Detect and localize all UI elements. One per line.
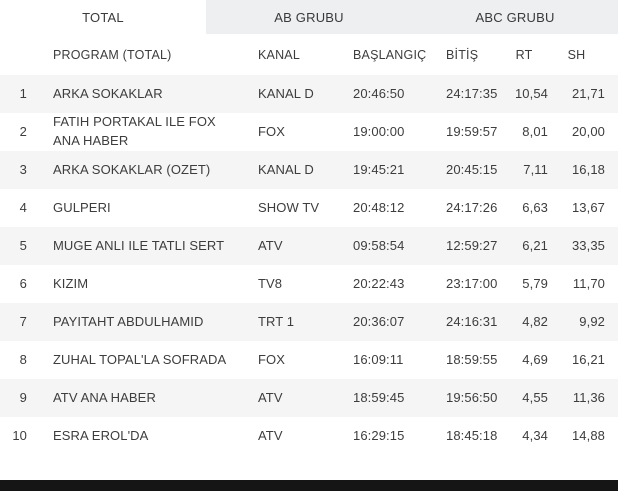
end-cell: 24:17:26 [441,189,500,227]
kanal-cell: FOX [253,341,348,379]
header-sh: SH [548,34,618,75]
sh-cell: 16,21 [548,341,618,379]
end-cell: 18:59:55 [441,341,500,379]
rt-cell: 4,69 [500,341,548,379]
header-bitis: BİTİŞ [441,34,500,75]
sh-cell: 21,71 [548,75,618,113]
table-row[interactable]: 7 PAYITAHT ABDULHAMID TRT 1 20:36:07 24:… [0,303,618,341]
kanal-cell: FOX [253,113,348,151]
start-cell: 20:36:07 [348,303,441,341]
kanal-cell: TV8 [253,265,348,303]
kanal-cell: ATV [253,379,348,417]
program-cell: ATV ANA HABER [40,379,253,417]
end-cell: 12:59:27 [441,227,500,265]
table-row[interactable]: 8 ZUHAL TOPAL'LA SOFRADA FOX 16:09:11 18… [0,341,618,379]
start-cell: 18:59:45 [348,379,441,417]
table-row[interactable]: 5 MUGE ANLI ILE TATLI SERT ATV 09:58:54 … [0,227,618,265]
program-cell: KIZIM [40,265,253,303]
header-rank [0,34,40,75]
start-cell: 20:22:43 [348,265,441,303]
program-cell: ARKA SOKAKLAR [40,75,253,113]
kanal-cell: ATV [253,417,348,455]
rank-cell: 4 [0,189,40,227]
rt-cell: 6,63 [500,189,548,227]
tab-ab-grubu[interactable]: AB GRUBU [206,0,412,34]
rt-cell: 7,11 [500,151,548,189]
tab-abc-grubu[interactable]: ABC GRUBU [412,0,618,34]
sh-cell: 11,36 [548,379,618,417]
rank-cell: 8 [0,341,40,379]
table-row[interactable]: 1 ARKA SOKAKLAR KANAL D 20:46:50 24:17:3… [0,75,618,113]
table-row[interactable]: 6 KIZIM TV8 20:22:43 23:17:00 5,79 11,70 [0,265,618,303]
program-cell: ZUHAL TOPAL'LA SOFRADA [40,341,253,379]
sh-cell: 11,70 [548,265,618,303]
end-cell: 23:17:00 [441,265,500,303]
rt-cell: 8,01 [500,113,548,151]
kanal-cell: ATV [253,227,348,265]
program-cell: ESRA EROL'DA [40,417,253,455]
table-body: 1 ARKA SOKAKLAR KANAL D 20:46:50 24:17:3… [0,75,618,455]
sh-cell: 33,35 [548,227,618,265]
end-cell: 19:59:57 [441,113,500,151]
header-program: PROGRAM (TOTAL) [40,34,253,75]
group-tabbar: TOTAL AB GRUBU ABC GRUBU [0,0,618,34]
start-cell: 20:46:50 [348,75,441,113]
program-cell: ARKA SOKAKLAR (OZET) [40,151,253,189]
end-cell: 18:45:18 [441,417,500,455]
start-cell: 16:29:15 [348,417,441,455]
table-row[interactable]: 10 ESRA EROL'DA ATV 16:29:15 18:45:18 4,… [0,417,618,455]
table-row[interactable]: 3 ARKA SOKAKLAR (OZET) KANAL D 19:45:21 … [0,151,618,189]
end-cell: 24:16:31 [441,303,500,341]
tab-total[interactable]: TOTAL [0,0,206,34]
ratings-table: PROGRAM (TOTAL) KANAL BAŞLANGIÇ BİTİŞ RT… [0,34,618,455]
start-cell: 19:00:00 [348,113,441,151]
rt-cell: 6,21 [500,227,548,265]
table-row[interactable]: 9 ATV ANA HABER ATV 18:59:45 19:56:50 4,… [0,379,618,417]
start-cell: 16:09:11 [348,341,441,379]
sh-cell: 14,88 [548,417,618,455]
rank-cell: 6 [0,265,40,303]
start-cell: 19:45:21 [348,151,441,189]
rank-cell: 1 [0,75,40,113]
rank-cell: 7 [0,303,40,341]
header-rt: RT [500,34,548,75]
end-cell: 24:17:35 [441,75,500,113]
sh-cell: 16,18 [548,151,618,189]
sh-cell: 20,00 [548,113,618,151]
start-cell: 20:48:12 [348,189,441,227]
kanal-cell: SHOW TV [253,189,348,227]
start-cell: 09:58:54 [348,227,441,265]
end-cell: 20:45:15 [441,151,500,189]
kanal-cell: KANAL D [253,151,348,189]
header-baslangic: BAŞLANGIÇ [348,34,441,75]
rank-cell: 3 [0,151,40,189]
table-row[interactable]: 2 FATIH PORTAKAL ILE FOX ANA HABER FOX 1… [0,113,618,151]
rank-cell: 10 [0,417,40,455]
program-cell: GULPERI [40,189,253,227]
rt-cell: 5,79 [500,265,548,303]
program-cell: PAYITAHT ABDULHAMID [40,303,253,341]
rt-cell: 4,34 [500,417,548,455]
rt-cell: 10,54 [500,75,548,113]
kanal-cell: TRT 1 [253,303,348,341]
rank-cell: 2 [0,113,40,151]
sh-cell: 9,92 [548,303,618,341]
rt-cell: 4,55 [500,379,548,417]
rank-cell: 5 [0,227,40,265]
rt-cell: 4,82 [500,303,548,341]
bottom-bar [0,480,618,491]
kanal-cell: KANAL D [253,75,348,113]
table-row[interactable]: 4 GULPERI SHOW TV 20:48:12 24:17:26 6,63… [0,189,618,227]
program-cell: FATIH PORTAKAL ILE FOX ANA HABER [40,113,253,151]
end-cell: 19:56:50 [441,379,500,417]
program-cell: MUGE ANLI ILE TATLI SERT [40,227,253,265]
sh-cell: 13,67 [548,189,618,227]
header-kanal: KANAL [253,34,348,75]
rank-cell: 9 [0,379,40,417]
table-header: PROGRAM (TOTAL) KANAL BAŞLANGIÇ BİTİŞ RT… [0,34,618,75]
